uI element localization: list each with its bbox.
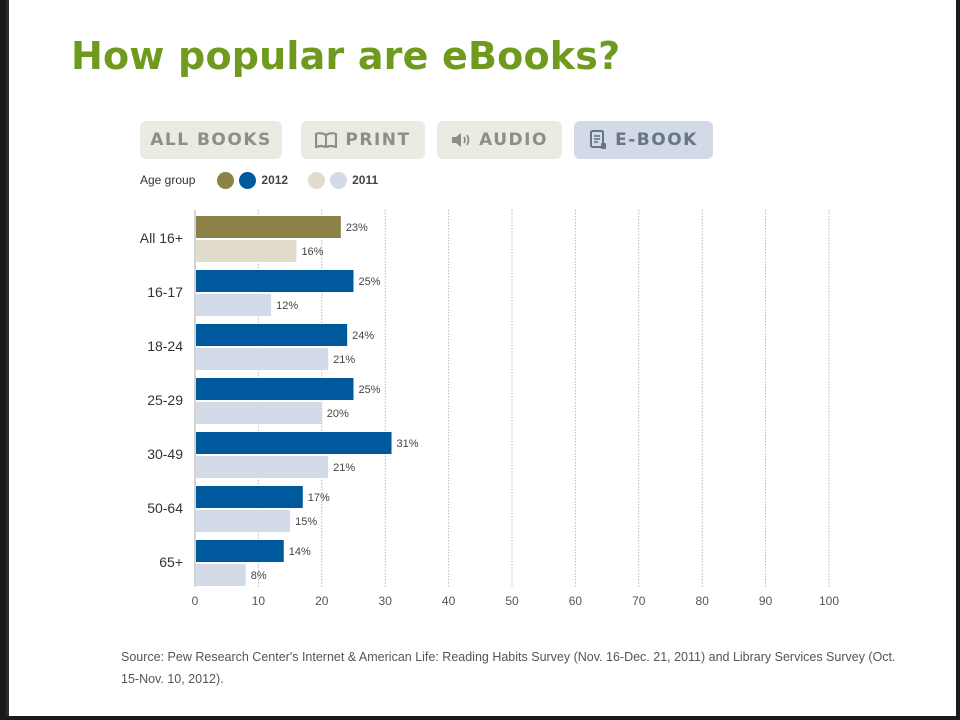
data-label: 21%	[333, 354, 355, 366]
data-label: 23%	[346, 222, 368, 234]
category-label: 16-17	[147, 284, 183, 300]
tab-all-books[interactable]: ALL BOOKS	[140, 121, 282, 159]
bar-2012	[196, 216, 341, 238]
legend-title: Age group	[140, 173, 196, 187]
x-tick-label: 100	[819, 594, 839, 608]
x-tick-label: 50	[505, 594, 519, 608]
data-label: 24%	[352, 330, 374, 342]
x-tick-label: 80	[696, 594, 710, 608]
data-label: 14%	[289, 546, 311, 558]
data-label: 31%	[397, 438, 419, 450]
x-tick-label: 90	[759, 594, 773, 608]
open-book-icon	[315, 132, 338, 148]
bar-2011	[196, 456, 329, 478]
tab-e-book-label: E-BOOK	[615, 130, 698, 150]
slide-title: How popular are eBooks?	[71, 34, 621, 78]
x-tick-label: 10	[252, 594, 266, 608]
bar-2011	[196, 348, 329, 370]
category-label: 30-49	[147, 446, 183, 462]
category-label: 18-24	[147, 338, 183, 354]
bar-2012	[196, 540, 284, 562]
data-label: 25%	[359, 276, 381, 288]
tab-audio[interactable]: AUDIO	[437, 121, 562, 159]
data-label: 21%	[333, 462, 355, 474]
legend-swatch-all-2012	[217, 171, 235, 189]
data-label: 15%	[295, 516, 317, 528]
bar-2012	[196, 432, 392, 454]
category-label: 50-64	[147, 500, 183, 516]
data-label: 17%	[308, 492, 330, 504]
x-tick-label: 20	[315, 594, 329, 608]
tab-e-book[interactable]: E-BOOK	[574, 121, 713, 159]
bar-2011	[196, 564, 246, 586]
bar-2012	[196, 486, 303, 508]
bar-2011	[196, 402, 322, 424]
source-note: Source: Pew Research Center's Internet &…	[121, 650, 896, 686]
bar-2012	[196, 378, 354, 400]
tab-all-books-label: ALL BOOKS	[150, 130, 272, 150]
bar-chart: 0 10 20 30 40 50 60 70 80 90 100 All 16+ 23% 16% 16-17…	[140, 210, 839, 608]
data-label: 8%	[251, 570, 267, 582]
legend-label-2011: 2011	[352, 173, 379, 187]
bar-2011	[196, 510, 291, 532]
bar-2012	[196, 324, 348, 346]
x-tick-label: 70	[632, 594, 646, 608]
x-tick-label: 40	[442, 594, 456, 608]
legend-swatch-all-2011	[308, 171, 326, 189]
speaker-icon	[451, 132, 471, 148]
x-tick-label: 0	[192, 594, 199, 608]
data-label: 25%	[359, 384, 381, 396]
x-tick-label: 60	[569, 594, 583, 608]
legend-label-2012: 2012	[261, 173, 289, 187]
category-label: 65+	[159, 554, 183, 570]
category-label: All 16+	[140, 230, 183, 246]
legend-swatch-age-2012	[239, 171, 257, 189]
data-label: 16%	[301, 246, 323, 258]
x-tick-label: 30	[379, 594, 393, 608]
category-label: 25-29	[147, 392, 183, 408]
tab-print[interactable]: PRINT	[301, 121, 425, 159]
data-label: 20%	[327, 408, 349, 420]
tab-print-label: PRINT	[345, 130, 411, 150]
slide: How popular are eBooks? ALL BOOKS PRINT	[6, 0, 956, 716]
chart-legend: Age group 2012 2011	[140, 170, 398, 190]
ebook-icon	[589, 130, 607, 150]
legend-swatch-age-2011	[330, 171, 348, 189]
data-label: 12%	[276, 300, 298, 312]
tab-audio-label: AUDIO	[479, 130, 548, 150]
bar-2012	[196, 270, 354, 292]
bar-2011	[196, 240, 297, 262]
bar-2011	[196, 294, 272, 316]
